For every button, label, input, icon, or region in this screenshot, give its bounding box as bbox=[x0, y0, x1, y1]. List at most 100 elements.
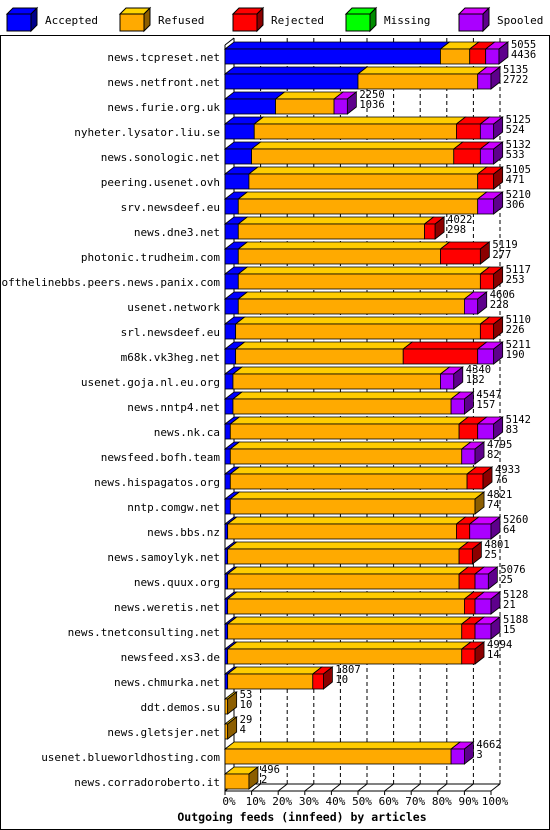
total-count: 5142 bbox=[506, 414, 531, 426]
accepted-count: 533 bbox=[506, 149, 525, 161]
host-label: news.netfront.net bbox=[107, 76, 220, 89]
bar-top-face bbox=[356, 66, 488, 75]
host-label: nntp.comgw.net bbox=[127, 501, 220, 514]
bar-side-face bbox=[474, 491, 485, 515]
total-count: 5135 bbox=[503, 64, 528, 76]
bar-segment-rejected bbox=[455, 116, 491, 140]
host-label: news.samoylyk.net bbox=[107, 551, 220, 564]
bar-front-face bbox=[227, 598, 465, 615]
bar-front-face bbox=[232, 398, 452, 415]
bar-segment-refused bbox=[234, 316, 491, 340]
host-label: news.chmurka.net bbox=[114, 676, 220, 689]
bar-front-face bbox=[227, 548, 460, 565]
bar-news-quux-org bbox=[223, 566, 499, 590]
legend-swatch bbox=[458, 13, 484, 32]
accepted-count: 10 bbox=[335, 674, 348, 686]
bar-side-face bbox=[463, 391, 474, 415]
bar-segment-refused bbox=[226, 641, 472, 665]
bar-front-face bbox=[477, 198, 495, 215]
accepted-count: 471 bbox=[506, 174, 525, 186]
bar-front-face bbox=[463, 298, 479, 315]
bar-segment-accepted bbox=[223, 91, 286, 115]
bar-segment-accepted bbox=[223, 191, 249, 215]
bar-segment-spooled bbox=[479, 116, 504, 140]
bar-usenet-blueworldhosting-com bbox=[223, 741, 475, 765]
bar-front-face bbox=[237, 198, 479, 215]
bar-front-face bbox=[461, 648, 476, 665]
axis-corner-top bbox=[224, 37, 235, 46]
bar-top-face bbox=[229, 441, 472, 450]
bar-top-face bbox=[231, 391, 462, 400]
bar-top-face bbox=[223, 91, 286, 100]
bar-m68k-vk3heg-net bbox=[223, 341, 504, 365]
bar-top-face bbox=[229, 491, 486, 500]
floor-diagonal bbox=[331, 783, 341, 792]
bar-segment-rejected bbox=[311, 666, 334, 690]
bar-side-face bbox=[471, 541, 482, 565]
host-label: newsfeed.xs3.de bbox=[121, 651, 220, 664]
bar-front-face bbox=[224, 223, 239, 240]
bar-front-face bbox=[224, 748, 452, 765]
bar-side-face bbox=[493, 341, 504, 365]
accepted-count: 2 bbox=[261, 774, 267, 786]
accepted-count: 182 bbox=[466, 374, 485, 386]
bar-front-face bbox=[224, 373, 234, 390]
x-tick-label: 60% bbox=[379, 795, 399, 808]
bar-side-face bbox=[482, 466, 493, 490]
total-count: 5055 bbox=[511, 39, 536, 51]
bar-news-sonologic-net bbox=[223, 141, 504, 165]
legend-label: Accepted bbox=[45, 14, 98, 27]
bar-segment-rejected bbox=[455, 516, 480, 540]
bar-front-face bbox=[479, 123, 495, 140]
bar-segment-spooled bbox=[479, 141, 504, 165]
legend-item-refused: Refused bbox=[118, 6, 204, 33]
bar-side-face bbox=[463, 741, 474, 765]
bar-top-face bbox=[237, 266, 491, 275]
bar-top-face bbox=[226, 516, 467, 525]
host-label: endofthelinebbs.peers.news.panix.com bbox=[0, 276, 220, 289]
bar-segment-refused bbox=[231, 366, 451, 390]
bar-top-face bbox=[253, 116, 467, 125]
accepted-count: 74 bbox=[487, 499, 500, 511]
bar-front-face bbox=[224, 173, 250, 190]
floor-diagonal bbox=[410, 783, 421, 792]
bar-front-face bbox=[479, 323, 495, 340]
bar-newsfeed-bofh-team bbox=[223, 441, 486, 465]
bar-segment-refused bbox=[226, 566, 470, 590]
total-count: 2250 bbox=[359, 89, 384, 101]
bar-nntp-comgw-net bbox=[223, 491, 486, 515]
total-count: 4933 bbox=[495, 464, 520, 476]
bar-front-face bbox=[477, 423, 495, 440]
bar-front-face bbox=[227, 623, 463, 640]
floor-diagonal bbox=[437, 783, 448, 792]
accepted-count: 277 bbox=[492, 249, 511, 261]
bar-segment-spooled bbox=[476, 341, 504, 365]
accepted-count: 10 bbox=[240, 699, 253, 711]
bar-top-face bbox=[223, 66, 369, 75]
bar-usenet-network bbox=[223, 291, 488, 315]
bar-top-face bbox=[237, 191, 488, 200]
total-count: 5128 bbox=[503, 589, 528, 601]
bar-front-face bbox=[477, 73, 492, 90]
total-count: 5076 bbox=[500, 564, 525, 576]
bar-front-face bbox=[229, 473, 468, 490]
bar-side-face bbox=[474, 641, 485, 665]
bar-side-face bbox=[493, 191, 504, 215]
bar-front-face bbox=[312, 673, 324, 690]
bar-side-face bbox=[474, 441, 485, 465]
bar-segment-rejected bbox=[476, 166, 504, 190]
host-label: nyheter.lysator.liu.se bbox=[74, 126, 220, 139]
accepted-count: 25 bbox=[484, 549, 497, 561]
host-label: usenet.network bbox=[127, 301, 220, 314]
bar-front-face bbox=[224, 298, 239, 315]
bar-side-face bbox=[248, 766, 259, 790]
bar-front-face bbox=[224, 148, 253, 165]
total-count: 5260 bbox=[503, 514, 528, 526]
bar-front-face bbox=[461, 623, 476, 640]
legend-item-missing: Missing bbox=[344, 6, 430, 33]
bar-front-face bbox=[224, 473, 231, 490]
bar-segment-rejected bbox=[439, 241, 491, 265]
floor-diagonal bbox=[251, 783, 261, 792]
bar-front-face bbox=[224, 73, 359, 90]
total-count: 5125 bbox=[506, 114, 531, 126]
